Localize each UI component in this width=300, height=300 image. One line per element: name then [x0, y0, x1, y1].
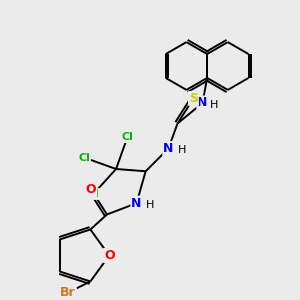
Text: Cl: Cl	[78, 153, 90, 163]
Text: H: H	[146, 200, 154, 210]
Text: H: H	[210, 100, 218, 110]
Text: S: S	[189, 92, 198, 105]
Text: Cl: Cl	[122, 132, 134, 142]
Text: O: O	[86, 183, 96, 196]
Text: O: O	[104, 249, 115, 262]
Text: Cl: Cl	[87, 189, 99, 199]
Text: N: N	[131, 196, 142, 210]
Text: H: H	[178, 145, 186, 154]
Text: N: N	[197, 97, 208, 110]
Text: N: N	[163, 142, 174, 155]
Text: Br: Br	[60, 286, 75, 299]
